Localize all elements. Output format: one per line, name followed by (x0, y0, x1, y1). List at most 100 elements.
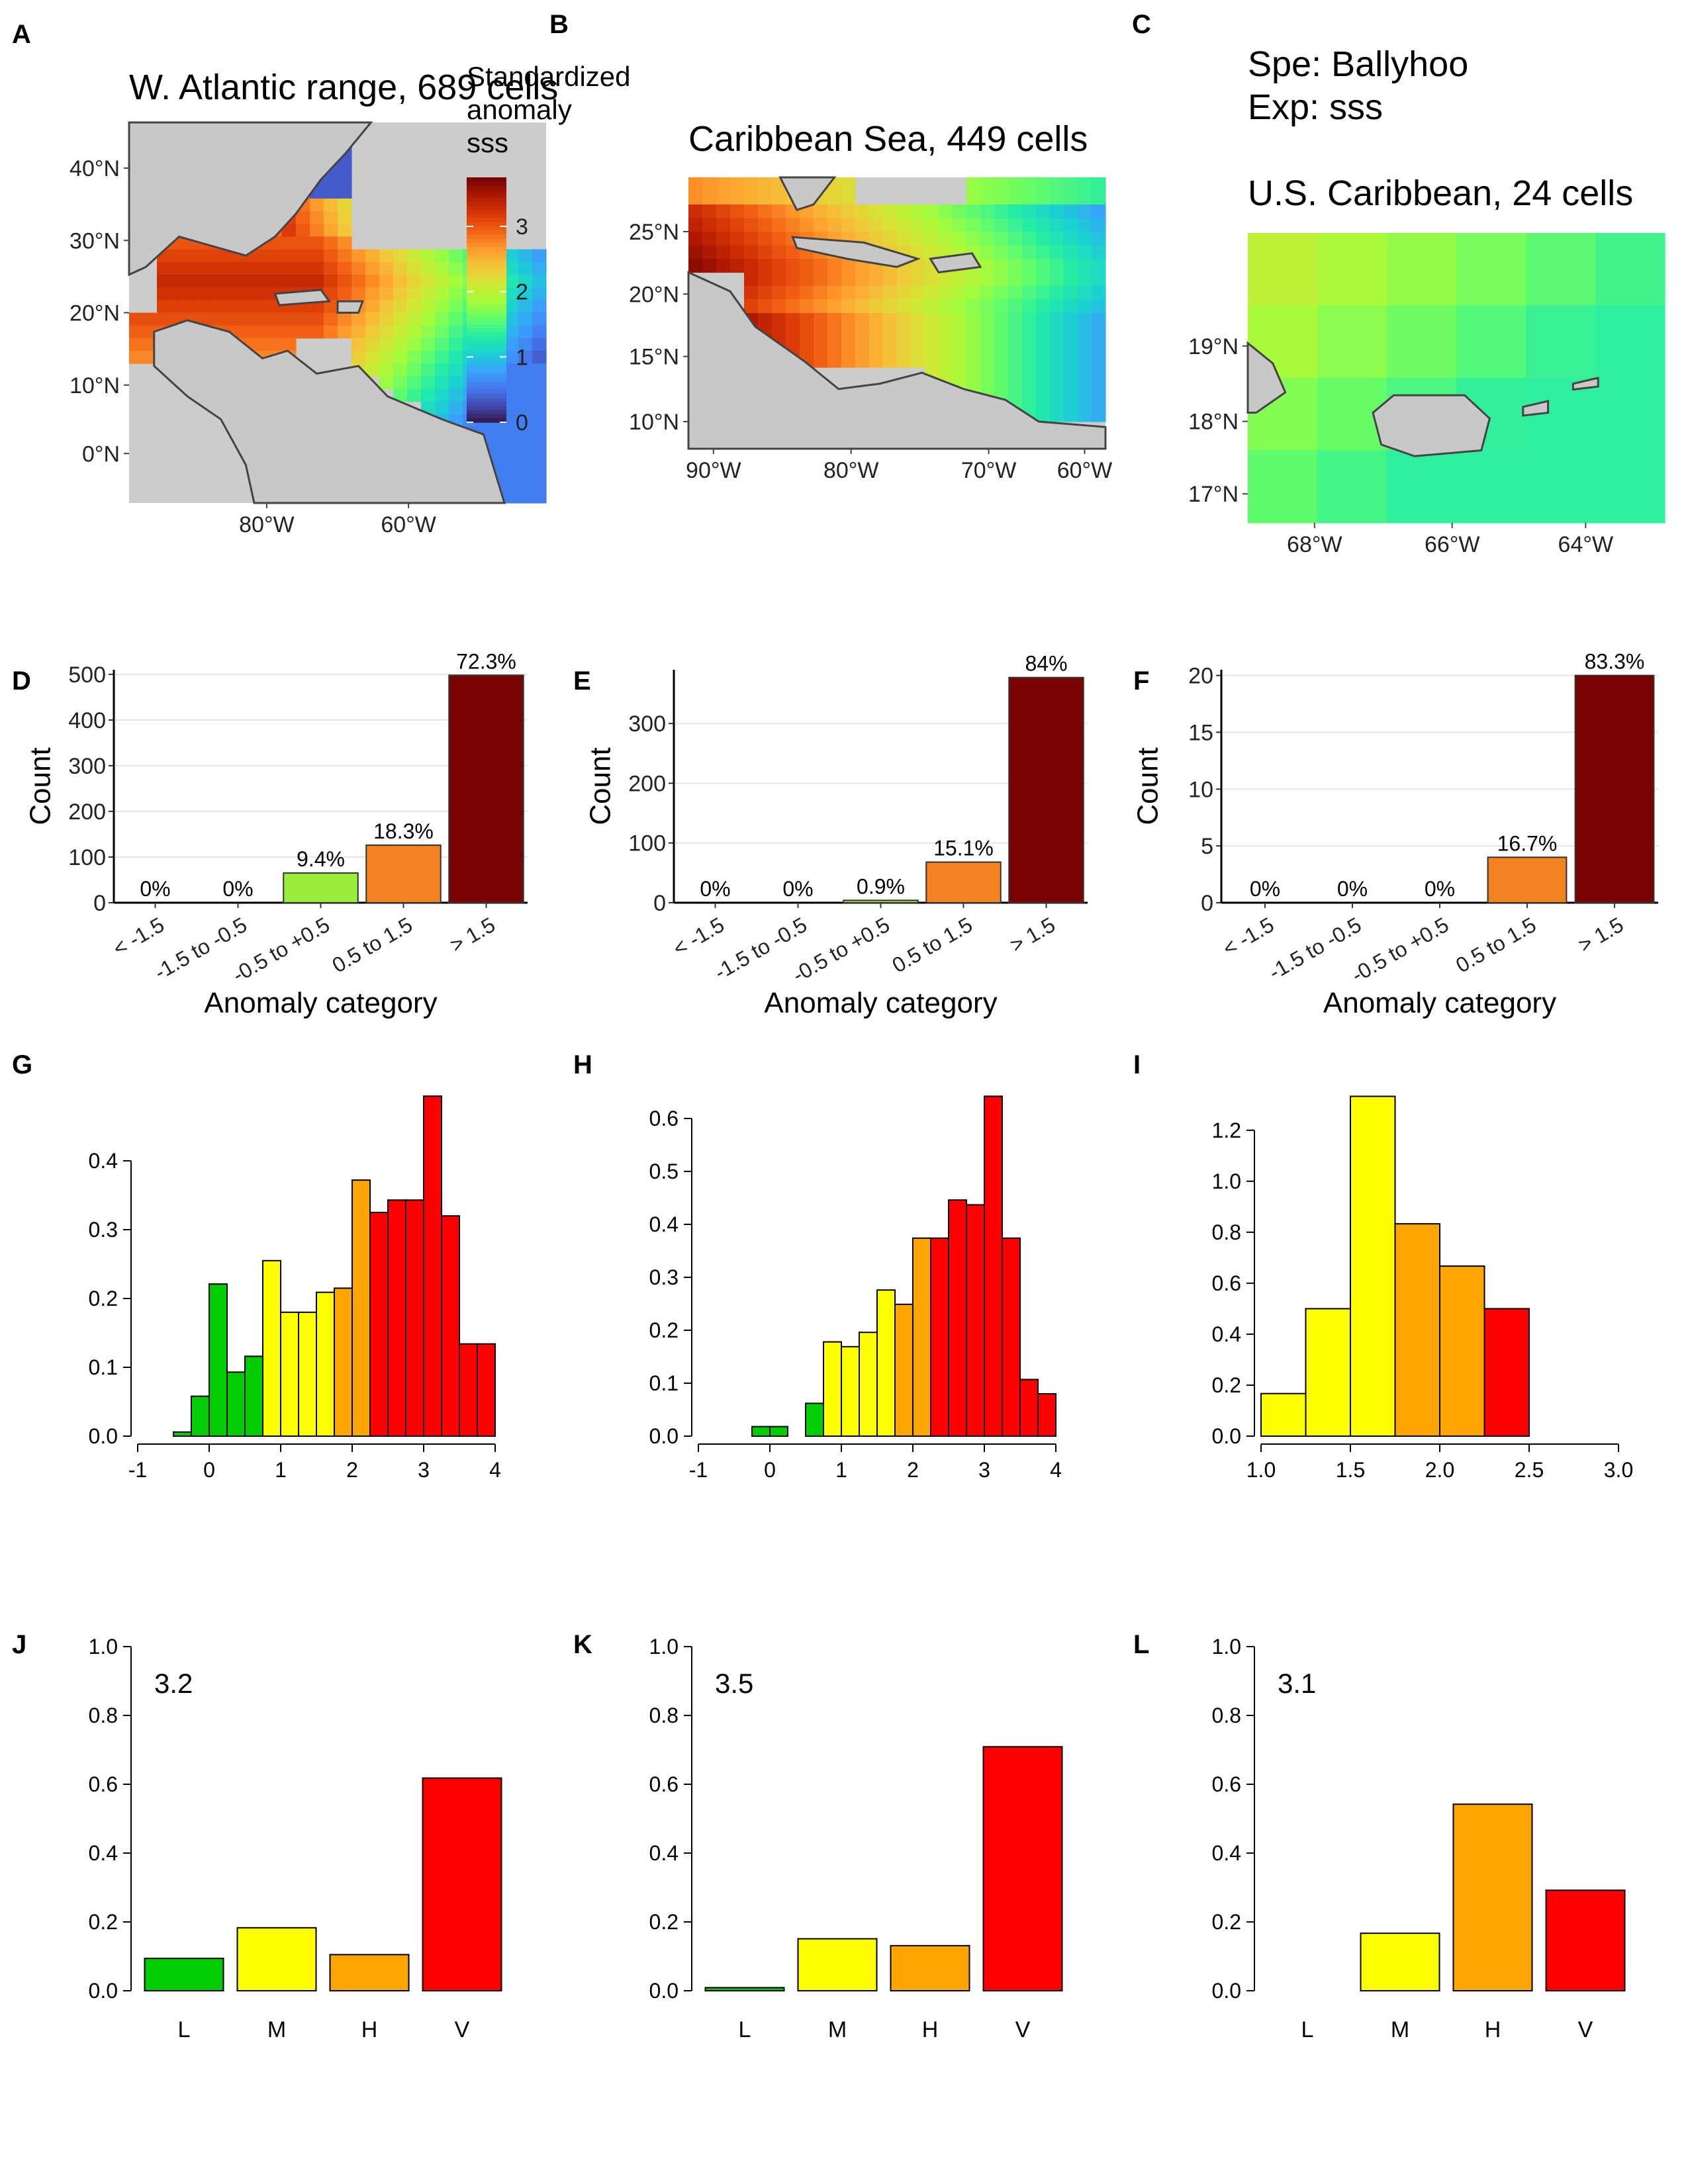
map-cell (504, 465, 519, 478)
map-cell (897, 299, 912, 314)
map-cell (814, 272, 828, 287)
map-cell (1092, 367, 1106, 382)
map-cell (716, 177, 731, 192)
map-cell (827, 205, 842, 219)
colorbar-step (467, 349, 506, 353)
map-cell (254, 338, 269, 351)
colorbar-step (467, 267, 506, 272)
map-cell (393, 261, 408, 275)
y-tick-label: 0.6 (649, 1107, 679, 1130)
map-cell (449, 338, 463, 351)
map-cell (393, 338, 408, 351)
y-axis-label: Count (1132, 747, 1164, 825)
map-cell (310, 236, 324, 250)
map-cell (518, 325, 533, 339)
bar (1487, 856, 1568, 903)
y-tick-label: 15°N (629, 345, 679, 370)
map-cell (994, 340, 1009, 355)
map-cell (324, 275, 338, 288)
histogram-bar (209, 1283, 228, 1437)
histogram-bar (1260, 1392, 1307, 1437)
colorbar-step (467, 402, 506, 407)
panel-title: Caribbean Sea, 449 cells (688, 119, 1088, 159)
map-cell (421, 363, 436, 377)
panel-letter: K (573, 1630, 592, 1659)
colorbar-step (467, 389, 506, 394)
y-tick-label: 0.3 (649, 1265, 679, 1289)
map-cell (730, 259, 745, 273)
map-cell (504, 287, 519, 300)
map-cell (296, 325, 310, 339)
chart-panel-j: J L M H V 0.0 0.2 0.4 0.6 0.8 1.0 3.2 (12, 1630, 502, 2042)
x-tick-label: M (267, 2017, 286, 2042)
map-cell (688, 245, 703, 259)
map-cell (1050, 177, 1064, 192)
map-cell (338, 261, 352, 275)
map-cell (449, 388, 463, 402)
map-cell (841, 177, 856, 192)
map-cell (911, 326, 925, 341)
map-cell (435, 312, 449, 326)
colorbar-step (467, 259, 506, 264)
map-cell (1092, 394, 1106, 409)
map-cell (324, 325, 338, 339)
map-cell (1050, 313, 1064, 328)
map-cell (157, 312, 171, 326)
map-cell (338, 275, 352, 288)
map-cell (869, 272, 884, 287)
map-cell (379, 287, 394, 300)
map-cell (365, 312, 380, 326)
y-tick-label: 0 (653, 891, 666, 916)
x-axis-label: Anomaly category (1323, 987, 1556, 1019)
map-cell (994, 353, 1009, 368)
map-cell (800, 286, 814, 300)
map-cell (282, 249, 297, 263)
map-cell (407, 312, 422, 326)
map-cell (883, 232, 898, 246)
map-cell (1064, 177, 1078, 192)
map-cell (855, 205, 870, 219)
x-tick-label: M (828, 2017, 847, 2042)
map-cell (393, 287, 408, 300)
map-cell (980, 232, 995, 246)
map-cell (1595, 233, 1665, 306)
map-cell (157, 275, 171, 288)
legend-title-line: sss (467, 127, 508, 158)
chart-panel-f: F 0 5 10 15 20 0% < -1.5 0% -1.5 to -0.5 0% -0.5 to… (1132, 650, 1658, 1019)
map-cell (212, 275, 227, 288)
bar (236, 1927, 317, 1992)
y-tick-label: 0.0 (89, 1424, 118, 1448)
map-cell (379, 312, 394, 326)
colorbar-step (467, 234, 506, 240)
map-cell (841, 286, 856, 300)
x-tick-label: -1 (128, 1458, 147, 1482)
x-tick-label: L (1301, 2017, 1314, 2042)
map-cell (758, 245, 773, 259)
map-cell (435, 376, 449, 390)
map-cell (1526, 233, 1596, 306)
map-cell (1387, 450, 1457, 523)
histogram-bar (1439, 1265, 1485, 1437)
y-tick-label: 0.4 (649, 1841, 679, 1865)
map-cell (532, 275, 547, 288)
map-cell (532, 439, 547, 453)
map-cell (1092, 340, 1106, 355)
y-tick-label: 17°N (1188, 482, 1239, 507)
histogram-bar (912, 1237, 931, 1437)
map-cell (980, 381, 995, 395)
map-cell (421, 376, 436, 390)
map-cell (296, 236, 310, 250)
map-cell (1078, 177, 1092, 192)
map-cell (338, 173, 352, 187)
map-cell (1595, 378, 1665, 451)
map-cell (1078, 259, 1092, 273)
bar-label: 0.9% (857, 874, 905, 898)
map-cell (1050, 299, 1064, 314)
map-cell (143, 312, 158, 326)
panel-title: U.S. Caribbean, 24 cells (1248, 173, 1633, 213)
map-cell (925, 272, 939, 287)
colorbar-step (467, 312, 506, 317)
panel-letter: I (1133, 1050, 1141, 1079)
map-cell (980, 177, 995, 192)
map-cell (953, 299, 967, 314)
